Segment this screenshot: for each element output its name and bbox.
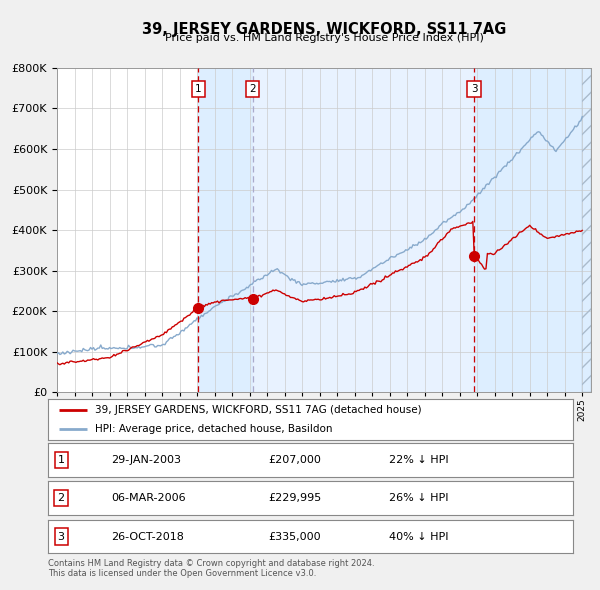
Text: 39, JERSEY GARDENS, WICKFORD, SS11 7AG: 39, JERSEY GARDENS, WICKFORD, SS11 7AG — [142, 22, 506, 37]
Text: 06-MAR-2006: 06-MAR-2006 — [111, 493, 185, 503]
Bar — [199, 68, 253, 392]
Text: 26% ↓ HPI: 26% ↓ HPI — [389, 493, 449, 503]
Text: Contains HM Land Registry data © Crown copyright and database right 2024.: Contains HM Land Registry data © Crown c… — [48, 559, 374, 568]
Text: £335,000: £335,000 — [269, 532, 321, 542]
Text: £207,000: £207,000 — [269, 455, 322, 465]
Text: Price paid vs. HM Land Registry's House Price Index (HPI): Price paid vs. HM Land Registry's House … — [164, 33, 484, 43]
Text: 39, JERSEY GARDENS, WICKFORD, SS11 7AG (detached house): 39, JERSEY GARDENS, WICKFORD, SS11 7AG (… — [95, 405, 422, 415]
Text: £229,995: £229,995 — [269, 493, 322, 503]
Bar — [253, 68, 474, 392]
Text: 3: 3 — [471, 84, 478, 94]
Text: 1: 1 — [195, 84, 202, 94]
Text: 2: 2 — [250, 84, 256, 94]
Text: 29-JAN-2003: 29-JAN-2003 — [111, 455, 181, 465]
Text: 2: 2 — [58, 493, 65, 503]
Bar — [582, 68, 591, 392]
Text: 3: 3 — [58, 532, 65, 542]
Bar — [474, 68, 591, 392]
Text: 1: 1 — [58, 455, 65, 465]
Text: 40% ↓ HPI: 40% ↓ HPI — [389, 532, 449, 542]
Text: HPI: Average price, detached house, Basildon: HPI: Average price, detached house, Basi… — [95, 424, 333, 434]
Text: 22% ↓ HPI: 22% ↓ HPI — [389, 455, 449, 465]
Text: 26-OCT-2018: 26-OCT-2018 — [111, 532, 184, 542]
Text: This data is licensed under the Open Government Licence v3.0.: This data is licensed under the Open Gov… — [48, 569, 316, 578]
